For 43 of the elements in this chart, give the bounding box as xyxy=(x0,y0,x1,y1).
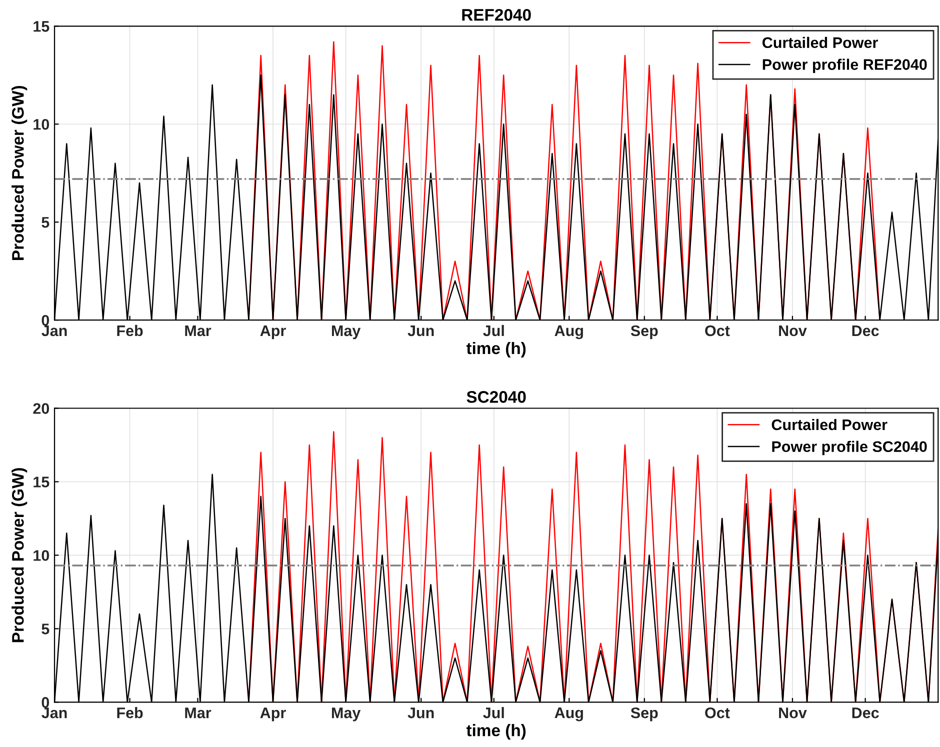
x-tick-label: Sep xyxy=(630,325,658,340)
y-tick-label: 15 xyxy=(34,21,50,32)
x-tick-label: Jul xyxy=(483,707,504,718)
x-tick-label: Sep xyxy=(630,707,658,722)
x-tick-label: Nov xyxy=(779,708,807,718)
x-tick-label: Aug xyxy=(554,325,583,340)
x-tick-label: Mar xyxy=(185,708,212,718)
legend-label: Curtailed Power xyxy=(772,418,888,430)
x-tick-label: Aug xyxy=(554,708,583,722)
legend-label: Power profile SC2040 xyxy=(772,440,927,456)
x-tick-label: Feb xyxy=(117,324,143,336)
y-tick-label: 10 xyxy=(34,118,50,130)
x-tick-label: Dec xyxy=(852,708,879,718)
x-tick-label: Mar xyxy=(185,325,212,336)
y-tick-label: 0 xyxy=(42,314,50,326)
legend-label: Curtailed Power xyxy=(762,36,878,48)
chart-title: REF2040 xyxy=(462,8,531,21)
x-tick-label: Nov xyxy=(779,325,807,336)
x-tick-label: Jun xyxy=(408,325,434,336)
y-tick-label: 5 xyxy=(42,217,50,228)
x-tick-label: Jan xyxy=(42,325,67,336)
y-tick-label: 5 xyxy=(42,624,50,634)
x-tick-label: Oct xyxy=(705,707,730,718)
x-tick-label: Jun xyxy=(408,708,434,718)
x-tick-label: Jul xyxy=(483,324,504,336)
x-tick-label: Feb xyxy=(117,707,143,718)
legend-label: Power profile REF2040 xyxy=(762,58,927,73)
y-tick-label: 15 xyxy=(34,476,50,488)
x-tick-label: Oct xyxy=(705,325,730,336)
x-tick-label: May xyxy=(332,325,361,340)
x-tick-label: Jan xyxy=(42,708,67,718)
chart-title: SC2040 xyxy=(466,391,526,403)
y-axis-title: Produced Power (GW) xyxy=(12,86,28,260)
y-axis-title: Produced Power (GW) xyxy=(12,468,28,642)
y-tick-label: 10 xyxy=(34,550,50,561)
y-tick-label: 20 xyxy=(33,403,50,414)
x-axis-title: time (h) xyxy=(466,342,526,358)
x-axis-title: time (h) xyxy=(466,724,526,740)
y-tick-label: 0 xyxy=(42,697,50,708)
x-tick-label: May xyxy=(332,708,361,722)
x-tick-label: Apr xyxy=(260,708,286,722)
x-tick-label: Dec xyxy=(852,325,879,336)
x-tick-label: Apr xyxy=(260,325,286,340)
